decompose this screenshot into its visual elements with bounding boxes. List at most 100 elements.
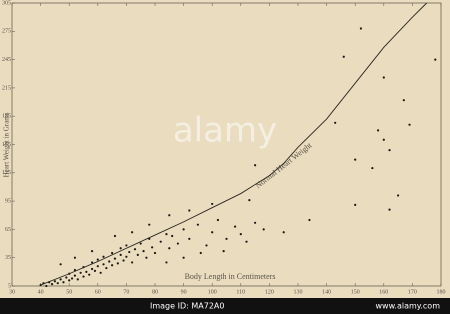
point (239, 233, 242, 236)
point (113, 234, 117, 238)
point (93, 269, 97, 273)
point (119, 247, 122, 250)
point (142, 249, 145, 253)
point (371, 166, 374, 170)
y-tick-label: 95 (5, 198, 11, 204)
point (388, 208, 391, 211)
point (59, 278, 62, 281)
image-id: Image ID: MA72A0 (150, 302, 224, 311)
x-tick-label: 80 (152, 289, 158, 295)
point (113, 257, 117, 260)
point (116, 262, 119, 265)
watermark: alamy (173, 111, 277, 151)
point (65, 276, 68, 279)
point (308, 218, 311, 222)
point (165, 233, 168, 236)
y-tick-label: 5 (8, 283, 11, 289)
x-tick-label: 50 (66, 289, 72, 295)
x-tick-label: 150 (351, 289, 360, 295)
point (59, 263, 62, 266)
point (254, 221, 257, 224)
x-tick-label: 70 (123, 289, 129, 295)
point (79, 271, 82, 274)
point (254, 164, 257, 167)
y-tick-label: 305 (2, 0, 11, 6)
x-tick-label: 60 (95, 289, 101, 295)
point (388, 149, 391, 152)
point (342, 55, 345, 58)
point (153, 251, 157, 255)
y-tick-label: 65 (5, 227, 11, 233)
point (282, 231, 285, 234)
point (211, 202, 214, 206)
point (131, 261, 134, 264)
point (168, 214, 171, 217)
point (199, 251, 202, 255)
x-tick-label: 140 (322, 289, 331, 295)
point (354, 158, 357, 161)
point (151, 246, 154, 249)
point (382, 76, 385, 79)
point (382, 138, 385, 141)
point (211, 231, 214, 234)
point (128, 250, 131, 254)
point (99, 271, 102, 274)
point (145, 256, 148, 259)
point (105, 266, 108, 270)
point (262, 228, 265, 231)
point (125, 255, 128, 258)
point (90, 261, 94, 264)
point (397, 194, 400, 197)
point (408, 123, 411, 126)
y-axis-label: Heart Weight in Grams (3, 112, 11, 177)
x-tick-label: 160 (379, 289, 388, 295)
x-tick-label: 30 (9, 289, 15, 295)
x-tick-label: 110 (236, 289, 245, 295)
point (125, 244, 128, 247)
point (50, 283, 54, 286)
point (188, 237, 191, 240)
point (85, 270, 88, 273)
point (182, 228, 185, 231)
x-tick-label: 130 (294, 289, 303, 295)
x-tick-label: 180 (437, 289, 446, 295)
point (176, 242, 179, 245)
y-tick-label: 35 (5, 255, 11, 261)
x-tick-label: 40 (38, 289, 44, 295)
point (222, 249, 225, 253)
site: www.alamy.com (376, 302, 441, 311)
point (196, 223, 199, 226)
x-axis-label: Body Length in Centimeters (185, 272, 276, 281)
point (111, 251, 114, 255)
point (148, 223, 151, 226)
point (188, 209, 191, 212)
x-tick-label: 120 (265, 289, 274, 295)
point (45, 284, 48, 288)
point (73, 268, 77, 272)
point (159, 240, 162, 243)
point (131, 231, 134, 234)
y-tick-label: 185 (2, 114, 11, 120)
point (96, 258, 99, 261)
point (334, 121, 337, 124)
point (73, 274, 77, 277)
point (168, 247, 171, 250)
point (111, 264, 114, 267)
point (354, 203, 357, 206)
point (182, 256, 185, 259)
point (102, 255, 105, 258)
point (376, 129, 380, 132)
point (402, 99, 405, 102)
point (171, 234, 174, 238)
point (76, 278, 79, 281)
point (165, 261, 168, 264)
point (70, 277, 74, 280)
point (88, 273, 91, 276)
y-tick-label: 125 (2, 170, 11, 176)
point (73, 256, 77, 259)
x-tick-label: 170 (408, 289, 417, 295)
point (56, 282, 59, 285)
footer-band (0, 298, 450, 314)
y-tick-label: 215 (2, 85, 11, 91)
